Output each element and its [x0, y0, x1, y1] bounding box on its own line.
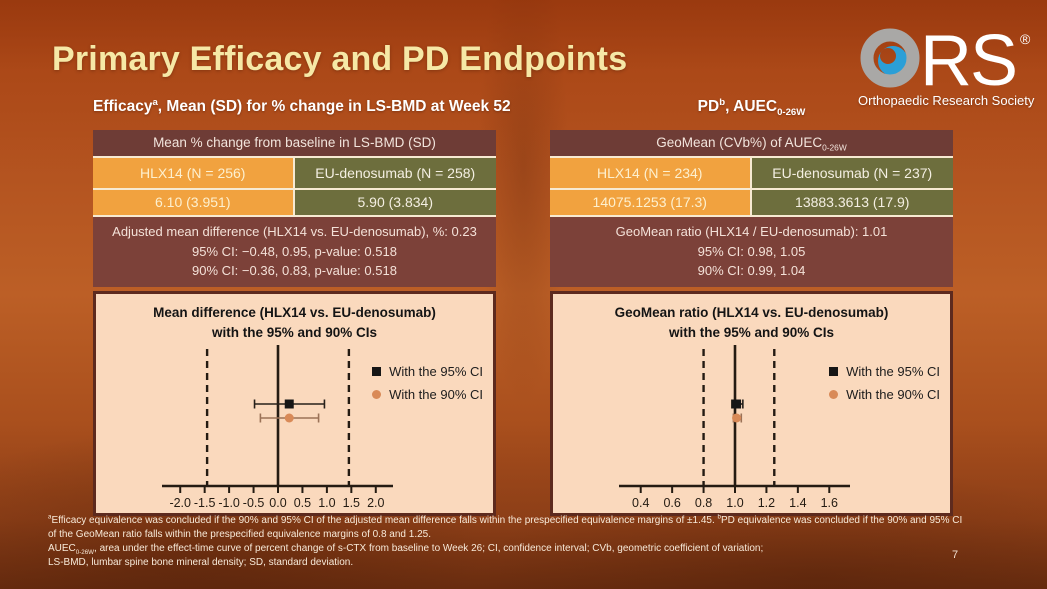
pd-stats-box: GeoMean ratio (HLX14 / EU-denosumab): 1.… [550, 215, 953, 287]
table-group-row: HLX14 (N = 234) EU-denosumab (N = 237) [550, 156, 953, 188]
ors-logo-text: RS [920, 21, 1016, 92]
plot-title-line: with the 95% and 90% CIs [211, 324, 378, 340]
x-tick-label: 0.4 [632, 496, 649, 510]
table-value-row: 6.10 (3.951) 5.90 (3.834) [93, 188, 496, 215]
stats-line: 95% CI: 0.98, 1.05 [697, 243, 806, 259]
efficacy-plot-title: Mean difference (HLX14 vs. EU-denosumab)… [96, 294, 493, 343]
x-tick-label: 1.0 [726, 496, 743, 510]
eu-denosumab-value-cell: 5.90 (3.834) [294, 190, 496, 215]
x-tick-label: 1.0 [318, 496, 335, 510]
x-tick-label: -0.5 [243, 496, 265, 510]
legend-row: With the 95% CI [829, 360, 940, 383]
plot-title-line: with the 95% and 90% CIs [668, 324, 835, 340]
stats-line: Adjusted mean difference (HLX14 vs. EU-d… [112, 224, 477, 239]
legend-row: With the 90% CI [372, 383, 483, 406]
hlx14-value-cell: 6.10 (3.951) [93, 190, 295, 215]
efficacy-section: Efficacya, Mean (SD) for % change in LS-… [93, 96, 511, 516]
x-tick-label: 0.6 [663, 496, 680, 510]
stats-line: 95% CI: −0.48, 0.95, p-value: 0.518 [192, 243, 397, 259]
footnote-line: aEfficacy equivalence was concluded if t… [48, 513, 963, 526]
legend-label: With the 95% CI [389, 363, 483, 379]
estimate-square-marker [284, 399, 294, 408]
ors-logo-mark: RS ® [860, 21, 1031, 92]
x-tick-label: 1.5 [343, 496, 360, 510]
eu-denosumab-header-cell: EU-denosumab (N = 258) [294, 158, 496, 188]
efficacy-table: Mean % change from baseline in LS-BMD (S… [93, 130, 496, 215]
x-tick-label: 1.6 [821, 496, 838, 510]
plot-legend: With the 95% CI With the 90% CI [829, 360, 940, 406]
estimate-circle-marker [732, 413, 742, 422]
ors-ring-icon [860, 28, 920, 88]
ors-tagline: Orthopaedic Research Society [858, 93, 1035, 108]
x-tick-label: 1.4 [789, 496, 806, 510]
plot-title-line: GeoMean ratio (HLX14 vs. EU-denosumab) [614, 304, 889, 320]
legend-row: With the 90% CI [829, 383, 940, 406]
pd-table-header: GeoMean (CVb%) of AUEC0-26W [550, 130, 953, 156]
x-tick-label: 1.2 [758, 496, 775, 510]
legend-label: With the 95% CI [846, 363, 940, 379]
table-value-row: 14075.1253 (17.3) 13883.3613 (17.9) [550, 188, 953, 215]
estimate-square-marker [732, 399, 742, 408]
page-number: 7 [952, 549, 959, 561]
table-group-row: HLX14 (N = 256) EU-denosumab (N = 258) [93, 156, 496, 188]
pd-section: PDb, AUEC0-26W GeoMean (CVb%) of AUEC0-2… [550, 96, 953, 516]
efficacy-subtitle: Efficacya, Mean (SD) for % change in LS-… [93, 96, 511, 115]
eu-denosumab-value-cell: 13883.3613 (17.9) [751, 190, 953, 215]
efficacy-plot-box: Mean difference (HLX14 vs. EU-denosumab)… [93, 290, 496, 516]
legend-circle-icon [829, 389, 839, 399]
legend-label: With the 90% CI [389, 386, 483, 402]
legend-circle-icon [372, 389, 382, 399]
pd-table: GeoMean (CVb%) of AUEC0-26W HLX14 (N = 2… [550, 130, 953, 215]
plot-legend: With the 95% CI With the 90% CI [372, 360, 483, 406]
stats-line: 90% CI: −0.36, 0.83, p-value: 0.518 [192, 263, 397, 278]
legend-square-icon [372, 366, 382, 376]
ors-globe-icon [878, 46, 908, 76]
legend-label: With the 90% CI [846, 386, 940, 402]
stats-line: GeoMean ratio (HLX14 / EU-denosumab): 1.… [615, 224, 888, 239]
hlx14-value-cell: 14075.1253 (17.3) [550, 190, 752, 215]
pd-plot-box: GeoMean ratio (HLX14 vs. EU-denosumab) w… [550, 290, 953, 516]
page-title: Primary Efficacy and PD Endpoints [52, 40, 628, 78]
footnote-line: AUEC0-26W, area under the effect-time cu… [48, 543, 764, 556]
eu-denosumab-header-cell: EU-denosumab (N = 237) [751, 158, 953, 188]
legend-square-icon [829, 366, 839, 376]
footnote-line: LS-BMD, lumbar spine bone mineral densit… [48, 557, 354, 568]
x-tick-label: -1.0 [218, 496, 240, 510]
x-tick-label: 0.0 [269, 496, 286, 510]
hlx14-header-cell: HLX14 (N = 256) [93, 158, 295, 188]
pd-forest-plot: 0.4 0.6 0.8 1.0 1.2 1.4 1.6 [619, 344, 850, 510]
x-tick-label: 2.0 [367, 496, 384, 510]
pd-subtitle: PDb, AUEC0-26W [697, 96, 806, 119]
x-tick-label: -1.5 [194, 496, 216, 510]
plot-title-line: Mean difference (HLX14 vs. EU-denosumab) [153, 304, 436, 320]
efficacy-table-header: Mean % change from baseline in LS-BMD (S… [93, 130, 496, 156]
footnotes: aEfficacy equivalence was concluded if t… [48, 514, 1013, 570]
efficacy-forest-plot: -2.0 -1.5 -1.0 -0.5 0.0 0.5 1.0 1.5 2.0 [162, 344, 393, 510]
ors-logo: RS ® Orthopaedic Research Society [858, 20, 1043, 108]
hlx14-header-cell: HLX14 (N = 234) [550, 158, 752, 188]
ors-registered-mark: ® [1020, 31, 1031, 47]
x-tick-label: 0.8 [695, 496, 712, 510]
efficacy-stats-box: Adjusted mean difference (HLX14 vs. EU-d… [93, 215, 496, 287]
footnote-line: of the GeoMean ratio falls within the pr… [48, 529, 432, 540]
pd-plot-title: GeoMean ratio (HLX14 vs. EU-denosumab) w… [553, 294, 950, 343]
legend-row: With the 95% CI [372, 360, 483, 383]
x-tick-label: -2.0 [169, 496, 191, 510]
estimate-circle-marker [284, 413, 294, 422]
stats-line: 90% CI: 0.99, 1.04 [697, 263, 806, 278]
x-tick-label: 0.5 [294, 496, 311, 510]
